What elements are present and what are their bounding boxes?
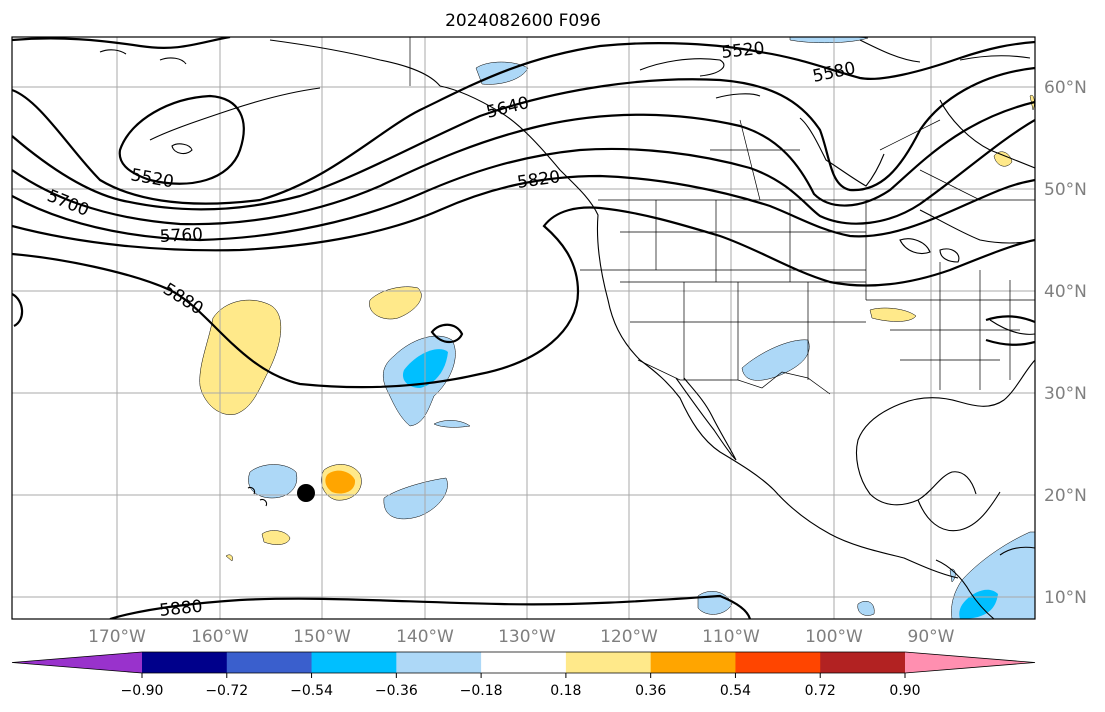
- lat-lon-grid: [12, 37, 1035, 619]
- location-marker: [297, 484, 315, 502]
- colorbar-tick-label: −0.54: [290, 683, 333, 699]
- lat-label: 10°N: [1044, 588, 1087, 608]
- lon-label: 110°W: [702, 627, 760, 647]
- colorbar-tick-label: 0.36: [635, 683, 666, 699]
- lat-label: 20°N: [1044, 486, 1087, 506]
- lat-label: 30°N: [1044, 384, 1087, 404]
- height-contours: [12, 37, 1035, 619]
- colorbar-segment: [735, 652, 821, 673]
- colorbar-extension-low: [12, 652, 142, 673]
- longitude-labels: 170°W 160°W 150°W 140°W 130°W 120°W 110°…: [88, 627, 955, 647]
- colorbar-tick-label: −0.18: [460, 683, 503, 699]
- colorbar-segment: [142, 652, 228, 673]
- lon-label: 100°W: [805, 627, 863, 647]
- lat-label: 40°N: [1044, 282, 1087, 302]
- lon-label: 150°W: [293, 627, 351, 647]
- colorbar: −0.90 −0.72 −0.54 −0.36 −0.18 0.18 0.36 0.54 0.7…: [11, 651, 1036, 699]
- political-borders: [409, 37, 1035, 395]
- lon-label: 120°W: [600, 627, 658, 647]
- colorbar-segment: [565, 652, 652, 673]
- colorbar-segment: [396, 652, 482, 673]
- colorbar-tick-label: −0.36: [375, 683, 418, 699]
- lon-label: 170°W: [88, 627, 146, 647]
- contour-label: 5760: [159, 225, 203, 247]
- colorbar-tick-label: 0.18: [550, 683, 581, 699]
- contour-label: 5880: [158, 597, 203, 621]
- colorbar-segment: [650, 652, 736, 673]
- colorbar-segment: [481, 652, 567, 673]
- lon-label: 90°W: [908, 627, 955, 647]
- colorbar-tick-label: 0.72: [805, 683, 836, 699]
- latitude-labels: 60°N 50°N 40°N 30°N 20°N 10°N: [1044, 78, 1087, 608]
- map-area: 5520 5580 5640 5520 5700 5760 5820 5880 …: [12, 37, 1035, 621]
- lat-label: 60°N: [1044, 78, 1087, 98]
- lon-label: 140°W: [396, 627, 454, 647]
- colorbar-tick-label: 0.54: [720, 683, 751, 699]
- colorbar-tick-label: −0.72: [205, 683, 248, 699]
- colorbar-segment: [226, 652, 313, 673]
- colorbar-tick-label: −0.90: [121, 683, 164, 699]
- lon-label: 160°W: [191, 627, 249, 647]
- contour-label: 5520: [720, 39, 765, 63]
- colorbar-segment: [820, 652, 906, 673]
- colorbar-extension-high: [905, 652, 1035, 673]
- lon-label: 130°W: [498, 627, 556, 647]
- coastlines: [99, 39, 1035, 619]
- lat-label: 50°N: [1044, 180, 1087, 200]
- colorbar-segment: [311, 652, 397, 673]
- map-frame: [11, 36, 1036, 620]
- map-title: 2024082600 F096: [445, 11, 601, 31]
- colorbar-tick-label: 0.90: [889, 683, 920, 699]
